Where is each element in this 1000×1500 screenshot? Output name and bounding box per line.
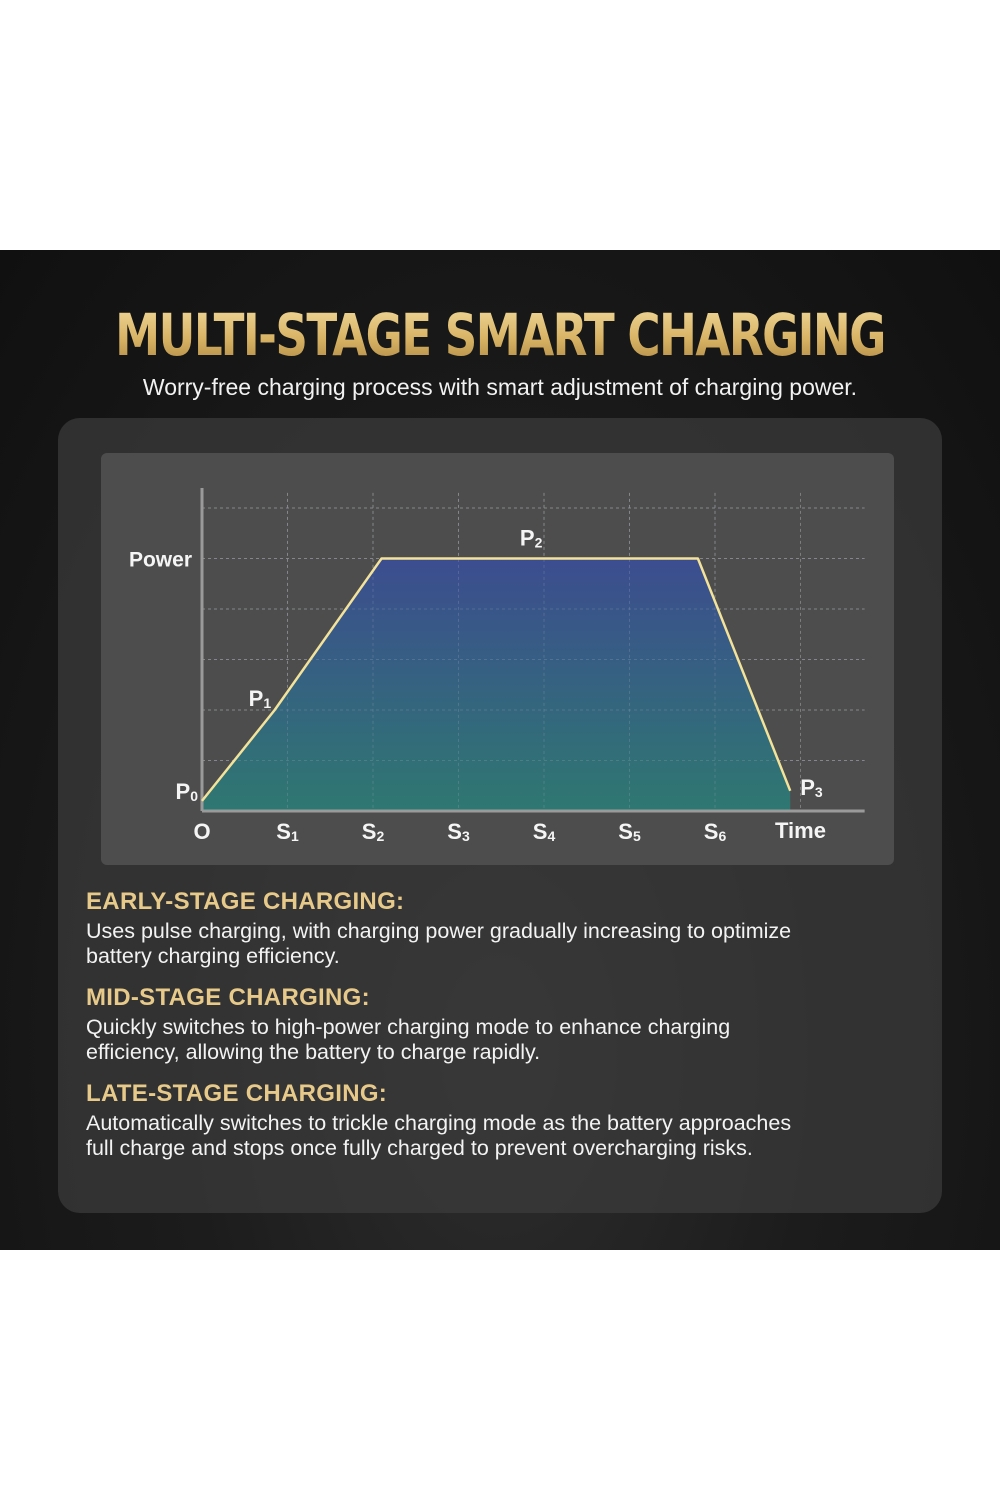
x-tick-label: S2 (362, 819, 385, 844)
chart-svg: O S1 S2 S3 S4 S5 S6 Time Power P0 P1 P3 P2 (129, 488, 865, 844)
charging-area (202, 558, 791, 811)
hero-banner: MULTI-STAGE SMART CHARGING Worry-free ch… (0, 250, 1000, 1250)
x-tick-label: S6 (704, 819, 727, 844)
early-stage-text: Uses pulse charging, with charging power… (86, 919, 936, 969)
early-stage-title: EARLY-STAGE CHARGING: (86, 888, 405, 915)
mid-stage-title: MID-STAGE CHARGING: (86, 984, 370, 1011)
x-tick-label: S4 (533, 819, 556, 844)
stage-descriptions: EARLY-STAGE CHARGING: Uses pulse chargin… (86, 887, 936, 1175)
mid-stage-line-2: efficiency, allowing the battery to char… (86, 1040, 541, 1064)
x-tick-label: S1 (276, 819, 299, 844)
mid-stage-line-1: Quickly switches to high-power charging … (86, 1015, 731, 1039)
late-stage-section: LATE-STAGE CHARGING: Automatically switc… (86, 1079, 936, 1161)
mid-stage-section: MID-STAGE CHARGING: Quickly switches to … (86, 983, 936, 1065)
page-subtitle: Worry-free charging process with smart a… (142, 374, 858, 400)
x-tick-label: S5 (618, 819, 641, 844)
early-stage-section: EARLY-STAGE CHARGING: Uses pulse chargin… (86, 887, 936, 969)
late-stage-text: Automatically switches to trickle chargi… (86, 1111, 936, 1161)
y-axis-label: Power (129, 549, 192, 572)
early-stage-line-1: Uses pulse charging, with charging power… (86, 919, 792, 943)
early-stage-line-2: battery charging efficiency. (86, 944, 340, 968)
charging-chart: O S1 S2 S3 S4 S5 S6 Time Power P0 P1 P3 P2 (101, 453, 894, 865)
mid-stage-text: Quickly switches to high-power charging … (86, 1015, 936, 1065)
x-tick-label: S3 (447, 819, 470, 844)
point-label-p1: P1 (249, 686, 272, 711)
x-tick-label: O (193, 819, 210, 844)
charging-curve (201, 557, 792, 802)
x-axis-label: Time (775, 818, 826, 843)
page-title: MULTI-STAGE SMART CHARGING (110, 300, 890, 370)
point-label-p2: P2 (520, 526, 543, 551)
point-label-p0: P0 (176, 779, 199, 804)
late-stage-title: LATE-STAGE CHARGING: (86, 1080, 388, 1107)
late-stage-line-2: full charge and stops once fully charged… (86, 1136, 753, 1160)
point-label-p3: P3 (800, 775, 823, 800)
late-stage-line-1: Automatically switches to trickle chargi… (86, 1111, 792, 1135)
